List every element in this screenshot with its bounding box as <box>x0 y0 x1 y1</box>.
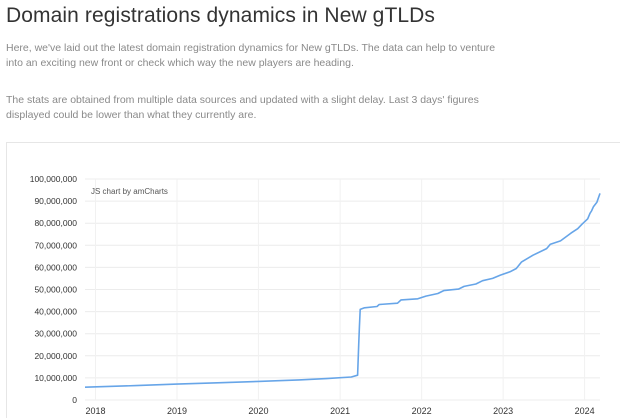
x-tick-label: 2023 <box>493 406 513 416</box>
intro-paragraph: Here, we've laid out the latest domain r… <box>6 42 496 69</box>
y-tick-label: 60,000,000 <box>34 262 77 272</box>
chart-credit[interactable]: JS chart by amCharts <box>91 187 168 196</box>
x-axis: 2018 2019 2020 2021 2022 2023 2024 <box>85 406 594 416</box>
x-tick-label: 2019 <box>167 406 187 416</box>
y-tick-label: 100,000,000 <box>30 174 78 184</box>
registrations-line-chart[interactable]: 0 10,000,000 20,000,000 30,000,000 40,000,00… <box>7 143 620 419</box>
chart-grid <box>85 178 600 401</box>
y-tick-label: 10,000,000 <box>34 373 77 383</box>
x-tick-label: 2024 <box>575 406 595 416</box>
page-title: Domain registrations dynamics in New gTL… <box>6 4 436 27</box>
x-tick-label: 2021 <box>330 406 350 416</box>
y-tick-label: 50,000,000 <box>34 285 77 295</box>
y-tick-label: 70,000,000 <box>34 240 77 250</box>
y-tick-label: 30,000,000 <box>34 329 77 339</box>
y-tick-label: 0 <box>72 395 77 405</box>
x-tick-label: 2020 <box>248 406 268 416</box>
y-tick-label: 20,000,000 <box>34 351 77 361</box>
data-note-paragraph: The stats are obtained from multiple dat… <box>6 94 479 121</box>
y-tick-label: 40,000,000 <box>34 307 77 317</box>
chart-panel: 0 10,000,000 20,000,000 30,000,000 40,000,00… <box>6 142 620 418</box>
y-axis: 0 10,000,000 20,000,000 30,000,000 40,000,00… <box>30 174 78 405</box>
series-line-registrations <box>84 193 601 388</box>
x-tick-label: 2018 <box>85 406 105 416</box>
x-tick-label: 2022 <box>412 406 432 416</box>
y-tick-label: 80,000,000 <box>34 218 77 228</box>
y-tick-label: 90,000,000 <box>34 196 77 206</box>
